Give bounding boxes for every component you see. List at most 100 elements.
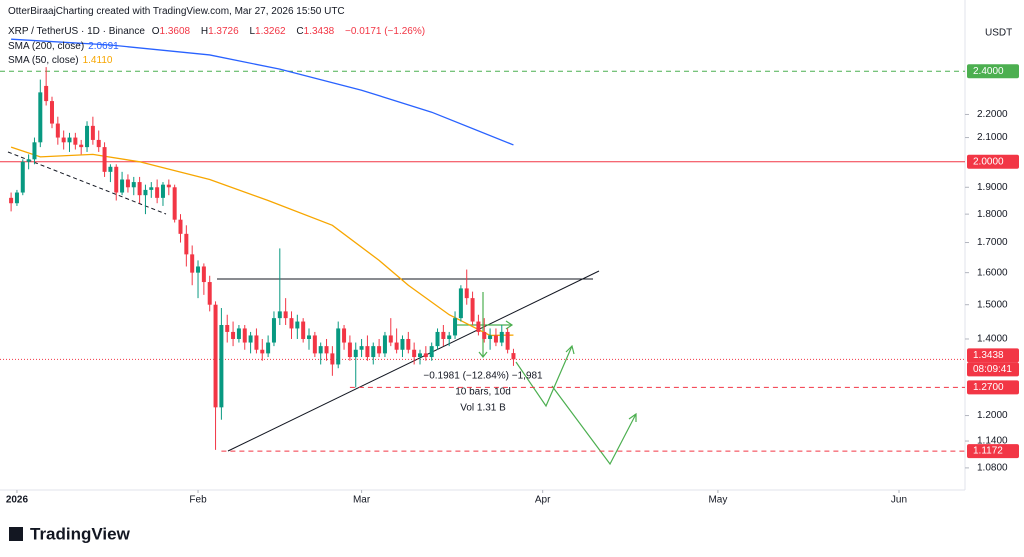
candle-body (423, 353, 428, 358)
candle-body (114, 166, 119, 193)
candle-body (67, 137, 72, 143)
measure-text: −0.1981 (−12.84%) −1,981 (423, 371, 543, 382)
logo-text: TradingView (30, 524, 131, 543)
candle-body (312, 335, 317, 354)
candle-body (242, 328, 247, 343)
countdown: 08:09:41 (973, 364, 1012, 375)
logo-icon (9, 527, 23, 541)
candle-body (248, 335, 253, 343)
arrow-head (565, 344, 575, 355)
candle-body (412, 349, 417, 358)
ohlc-value: 1.3608 (159, 26, 191, 37)
x-tick-label: May (708, 495, 727, 506)
ohlc-value: 1.3726 (208, 26, 239, 37)
y-tick-label: 1.4000 (977, 334, 1008, 345)
candle-body (254, 335, 259, 350)
candle-body (307, 335, 312, 339)
candle-body (482, 331, 487, 339)
candle-body (44, 85, 49, 102)
y-tick-label: 1.6000 (977, 267, 1008, 278)
y-tick-label: 1.7000 (977, 237, 1008, 248)
ohlc: C1.3438 (296, 26, 338, 37)
candle-body (301, 321, 306, 339)
candle-body (38, 92, 43, 143)
candle-body (73, 137, 78, 145)
level-label-bg (967, 380, 1019, 395)
change: −0.0171 (−1.26%) (345, 26, 426, 37)
candle-body (90, 125, 95, 140)
candle-body (394, 342, 399, 350)
candle-body (26, 159, 31, 162)
level-label: 1.1172 (973, 446, 1003, 457)
x-tick-label: Jun (891, 495, 907, 506)
candle-body (149, 187, 154, 190)
y-tick-label: 1.8000 (977, 209, 1008, 220)
candle-body (20, 161, 25, 193)
candle-body (447, 335, 452, 339)
candle-body (277, 311, 282, 319)
candle-body (289, 318, 294, 329)
logo: TradingView (9, 524, 131, 543)
candle-body (108, 166, 113, 172)
projection-path (515, 345, 573, 408)
level-label-bg (967, 154, 1019, 169)
candle-body (371, 346, 376, 358)
drawings (7, 151, 600, 452)
candle-body (184, 233, 189, 255)
legend-row: SMA (50, close) 1.4110 (8, 55, 116, 66)
level-label: 2.0000 (973, 156, 1004, 167)
measure-text: Vol 1.31 B (460, 403, 506, 414)
y-tick-label: 1.9000 (977, 182, 1008, 193)
ohlc-value: 1.3438 (303, 26, 335, 37)
candle-body (295, 321, 300, 329)
candle-body (236, 328, 241, 339)
x-tick-label: 2026 (6, 495, 29, 506)
candle-body (458, 288, 463, 319)
candle-body (347, 342, 352, 358)
candle-body (336, 328, 341, 365)
x-tick-label: Mar (353, 495, 371, 506)
ohlc: O1.3608 (152, 26, 194, 37)
level-label: 1.2700 (973, 382, 1004, 393)
candle-body (400, 338, 405, 350)
candle-body (102, 147, 107, 172)
candle-body (172, 187, 177, 220)
y-tick-label: 2.1000 (977, 132, 1008, 143)
indicator-line (10, 146, 514, 337)
candle-body (406, 338, 411, 350)
candle-body (505, 331, 510, 350)
candle-body (266, 342, 271, 354)
candle-body (137, 182, 142, 196)
candle-body (359, 346, 364, 350)
candle-body (49, 101, 54, 124)
candle-body (201, 266, 206, 283)
x-tick-label: Feb (189, 495, 207, 506)
projection-path (551, 385, 637, 466)
candle-body (435, 331, 440, 347)
indicator-value: 2.0691 (88, 41, 119, 52)
indicator-value: 1.4110 (82, 55, 113, 66)
candle-body (196, 266, 201, 273)
ohlc-value: 1.3262 (255, 26, 286, 37)
candle-body (231, 331, 236, 339)
indicator-line (11, 38, 514, 146)
y-tick-label: 1.1400 (977, 436, 1008, 447)
level-label-bg (967, 444, 1019, 459)
candle-body (219, 324, 224, 408)
measure-text: 10 bars, 10d (455, 387, 511, 398)
last-price-label: 1.3438 (973, 350, 1004, 361)
candle-body (464, 288, 469, 299)
projection (457, 292, 637, 466)
candle-body (79, 144, 84, 148)
candle-body (429, 346, 434, 358)
ohlc-label: O (151, 26, 160, 37)
candle-body (330, 353, 335, 365)
level-label-bg (967, 64, 1019, 79)
candle-body (131, 182, 136, 188)
candle-body (125, 179, 130, 188)
y-tick-label: 1.2000 (977, 410, 1008, 421)
ohlc-label: L (249, 26, 256, 37)
candle-body (14, 192, 19, 204)
ohlc-label: H (200, 26, 209, 37)
